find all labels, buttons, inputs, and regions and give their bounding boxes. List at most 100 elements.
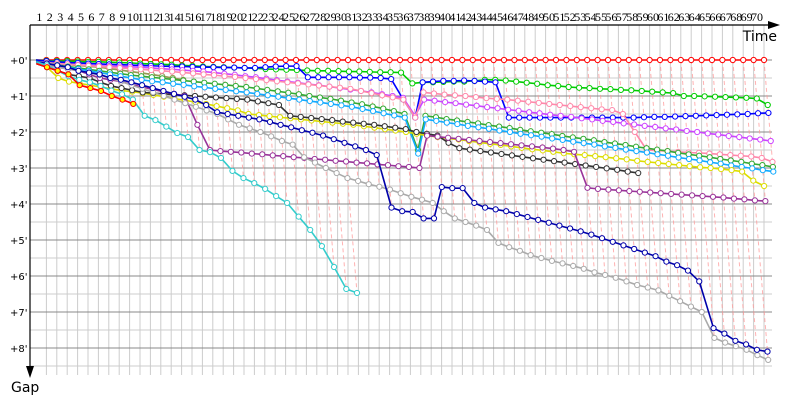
- data-point: [339, 118, 346, 125]
- data-point: [329, 117, 336, 124]
- y-tick-label: +4': [10, 200, 28, 211]
- data-point: [309, 129, 316, 136]
- data-point: [308, 114, 315, 122]
- data-point: [254, 90, 261, 97]
- data-point: [262, 185, 269, 192]
- data-point: [694, 128, 701, 136]
- data-point: [209, 56, 216, 64]
- data-point: [438, 183, 445, 191]
- data-point: [449, 185, 456, 192]
- data-point: [697, 164, 704, 171]
- data-point: [87, 84, 94, 92]
- data-point: [106, 64, 113, 71]
- x-tick-label: 29: [325, 10, 337, 24]
- data-point: [327, 100, 334, 108]
- data-point: [316, 94, 324, 101]
- data-point: [201, 84, 208, 91]
- data-point: [459, 185, 466, 192]
- data-point: [434, 133, 441, 140]
- data-point: [732, 343, 739, 350]
- data-point: [395, 163, 402, 170]
- data-point: [405, 163, 413, 171]
- data-point: [631, 128, 638, 136]
- data-point: [442, 99, 449, 106]
- data-point: [380, 110, 387, 117]
- data-point: [664, 152, 672, 159]
- data-point: [582, 162, 589, 169]
- data-point: [335, 74, 343, 81]
- data-point: [397, 69, 405, 76]
- data-point: [732, 337, 739, 344]
- data-point: [461, 77, 468, 84]
- data-point: [368, 90, 375, 97]
- data-point: [561, 159, 568, 166]
- data-point: [277, 121, 284, 128]
- x-tick-label: 25: [283, 10, 295, 24]
- data-point: [605, 186, 612, 193]
- data-point: [471, 77, 478, 84]
- data-point: [573, 56, 580, 64]
- data-point: [647, 189, 654, 196]
- series-14: [35, 61, 361, 297]
- data-point: [601, 143, 608, 150]
- data-point: [307, 226, 314, 234]
- data-point: [556, 222, 563, 229]
- data-point: [492, 206, 499, 213]
- data-point: [504, 96, 511, 103]
- lap-connector-line: [680, 59, 703, 313]
- data-point: [433, 117, 440, 124]
- data-point: [722, 339, 729, 346]
- data-point: [477, 147, 484, 155]
- data-point: [451, 215, 458, 222]
- data-point: [225, 116, 232, 123]
- data-point: [505, 106, 512, 113]
- data-point: [264, 92, 271, 99]
- data-point: [326, 83, 333, 90]
- x-tick-label: 44: [481, 10, 493, 24]
- data-point: [420, 89, 427, 96]
- data-point: [298, 127, 305, 134]
- data-point: [345, 68, 353, 75]
- data-point: [408, 193, 415, 200]
- data-point: [332, 157, 339, 164]
- series-8: [36, 60, 777, 175]
- data-point: [152, 117, 159, 124]
- data-point: [604, 56, 612, 64]
- x-tick-label: 67: [720, 10, 732, 24]
- x-tick-label: 28: [314, 10, 326, 24]
- data-point: [344, 56, 352, 64]
- data-point: [498, 150, 505, 158]
- data-point: [365, 181, 372, 188]
- data-point: [210, 64, 217, 71]
- y-tick-label: +1': [10, 92, 28, 103]
- data-point: [696, 278, 703, 285]
- data-point: [655, 287, 662, 294]
- lap-connector-line: [305, 59, 323, 247]
- data-point: [338, 102, 345, 109]
- data-point: [651, 113, 658, 120]
- data-point: [588, 105, 595, 112]
- data-point: [290, 154, 297, 161]
- data-point: [292, 56, 300, 64]
- data-point: [273, 78, 281, 85]
- data-point: [603, 165, 610, 172]
- data-point: [698, 56, 705, 64]
- data-point: [210, 72, 218, 79]
- data-point: [687, 303, 695, 310]
- x-tick-label: 57: [616, 10, 628, 24]
- data-point: [592, 153, 599, 160]
- data-point: [492, 79, 499, 86]
- data-point: [528, 143, 536, 150]
- data-point: [707, 164, 714, 172]
- data-point: [577, 228, 584, 235]
- data-point: [305, 81, 312, 88]
- data-point: [256, 116, 263, 123]
- x-tick-label: 30: [335, 10, 347, 24]
- data-point: [652, 253, 659, 260]
- data-point: [266, 113, 273, 120]
- data-point: [230, 56, 237, 64]
- data-point: [548, 257, 556, 264]
- data-point: [646, 56, 653, 64]
- data-point: [471, 199, 478, 207]
